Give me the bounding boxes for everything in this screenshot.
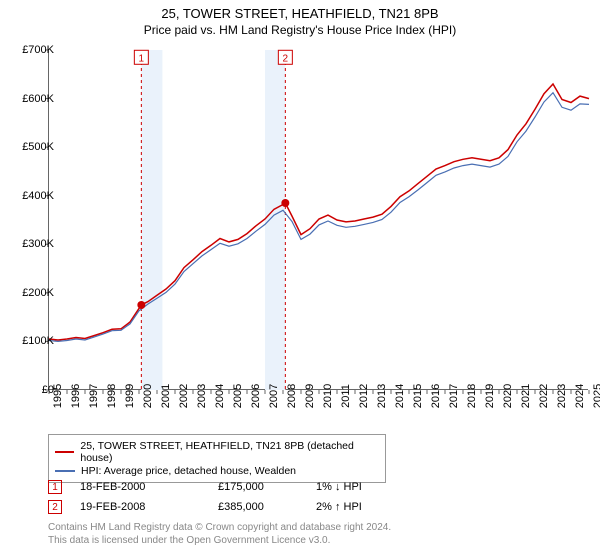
- footnote-line2: This data is licensed under the Open Gov…: [48, 535, 391, 548]
- legend-item-series1: 25, TOWER STREET, HEATHFIELD, TN21 8PB (…: [55, 440, 379, 464]
- x-tick-label: 2019: [484, 384, 496, 408]
- x-tick-label: 2003: [196, 384, 208, 408]
- x-tick-label: 2007: [268, 384, 280, 408]
- x-tick-label: 2020: [502, 384, 514, 408]
- x-tick-label: 2022: [538, 384, 550, 408]
- x-tick-label: 2001: [160, 384, 172, 408]
- chart-title-address: 25, TOWER STREET, HEATHFIELD, TN21 8PB: [0, 6, 600, 21]
- marker-row-2: 2 19-FEB-2008 £385,000 2% ↑ HPI: [48, 498, 396, 516]
- x-tick-label: 2013: [376, 384, 388, 408]
- y-tick-label: £200K: [22, 287, 54, 299]
- x-tick-label: 1995: [52, 384, 64, 408]
- x-tick-label: 2016: [430, 384, 442, 408]
- x-tick-label: 1996: [70, 384, 82, 408]
- x-tick-label: 2024: [574, 384, 586, 408]
- svg-text:1: 1: [139, 53, 145, 64]
- x-tick-label: 2012: [358, 384, 370, 408]
- x-tick-label: 2023: [556, 384, 568, 408]
- marker-date-2: 19-FEB-2008: [80, 501, 200, 513]
- x-tick-label: 2011: [340, 384, 352, 408]
- y-tick-label: £500K: [22, 141, 54, 153]
- x-tick-label: 2005: [232, 384, 244, 408]
- x-tick-label: 2009: [304, 384, 316, 408]
- legend-label-series1: 25, TOWER STREET, HEATHFIELD, TN21 8PB (…: [80, 440, 379, 464]
- y-tick-label: £400K: [22, 190, 54, 202]
- marker-price-1: £175,000: [218, 481, 298, 493]
- y-tick-label: £700K: [22, 44, 54, 56]
- footnote-line1: Contains HM Land Registry data © Crown c…: [48, 522, 391, 535]
- title-block: 25, TOWER STREET, HEATHFIELD, TN21 8PB P…: [0, 0, 600, 37]
- y-tick-label: £100K: [22, 335, 54, 347]
- line-chart-svg: 12: [48, 50, 588, 390]
- x-tick-label: 2017: [448, 384, 460, 408]
- marker-hpi-1: 1% ↓ HPI: [316, 481, 396, 493]
- marker-price-2: £385,000: [218, 501, 298, 513]
- x-tick-label: 2025: [592, 384, 600, 408]
- x-tick-label: 2015: [412, 384, 424, 408]
- x-tick-label: 1997: [88, 384, 100, 408]
- legend-swatch-series2: [55, 470, 75, 472]
- chart-area: 12: [48, 50, 588, 390]
- x-tick-label: 2010: [322, 384, 334, 408]
- marker-row-1: 1 18-FEB-2000 £175,000 1% ↓ HPI: [48, 478, 396, 496]
- marker-badge-1: 1: [48, 480, 62, 494]
- x-tick-label: 2002: [178, 384, 190, 408]
- marker-badge-2: 2: [48, 500, 62, 514]
- x-tick-label: 2006: [250, 384, 262, 408]
- y-tick-label: £600K: [22, 93, 54, 105]
- x-tick-label: 1999: [124, 384, 136, 408]
- x-tick-label: 2004: [214, 384, 226, 408]
- svg-text:2: 2: [283, 53, 289, 64]
- legend-swatch-series1: [55, 451, 74, 453]
- y-tick-label: £300K: [22, 238, 54, 250]
- x-tick-label: 2008: [286, 384, 298, 408]
- chart-subtitle: Price paid vs. HM Land Registry's House …: [0, 23, 600, 37]
- x-tick-label: 2014: [394, 384, 406, 408]
- x-tick-label: 2000: [142, 384, 154, 408]
- marker-hpi-2: 2% ↑ HPI: [316, 501, 396, 513]
- x-tick-label: 2021: [520, 384, 532, 408]
- marker-table: 1 18-FEB-2000 £175,000 1% ↓ HPI 2 19-FEB…: [48, 476, 396, 518]
- x-tick-label: 2018: [466, 384, 478, 408]
- x-tick-label: 1998: [106, 384, 118, 408]
- marker-date-1: 18-FEB-2000: [80, 481, 200, 493]
- chart-container: 25, TOWER STREET, HEATHFIELD, TN21 8PB P…: [0, 0, 600, 560]
- footnote: Contains HM Land Registry data © Crown c…: [48, 522, 391, 547]
